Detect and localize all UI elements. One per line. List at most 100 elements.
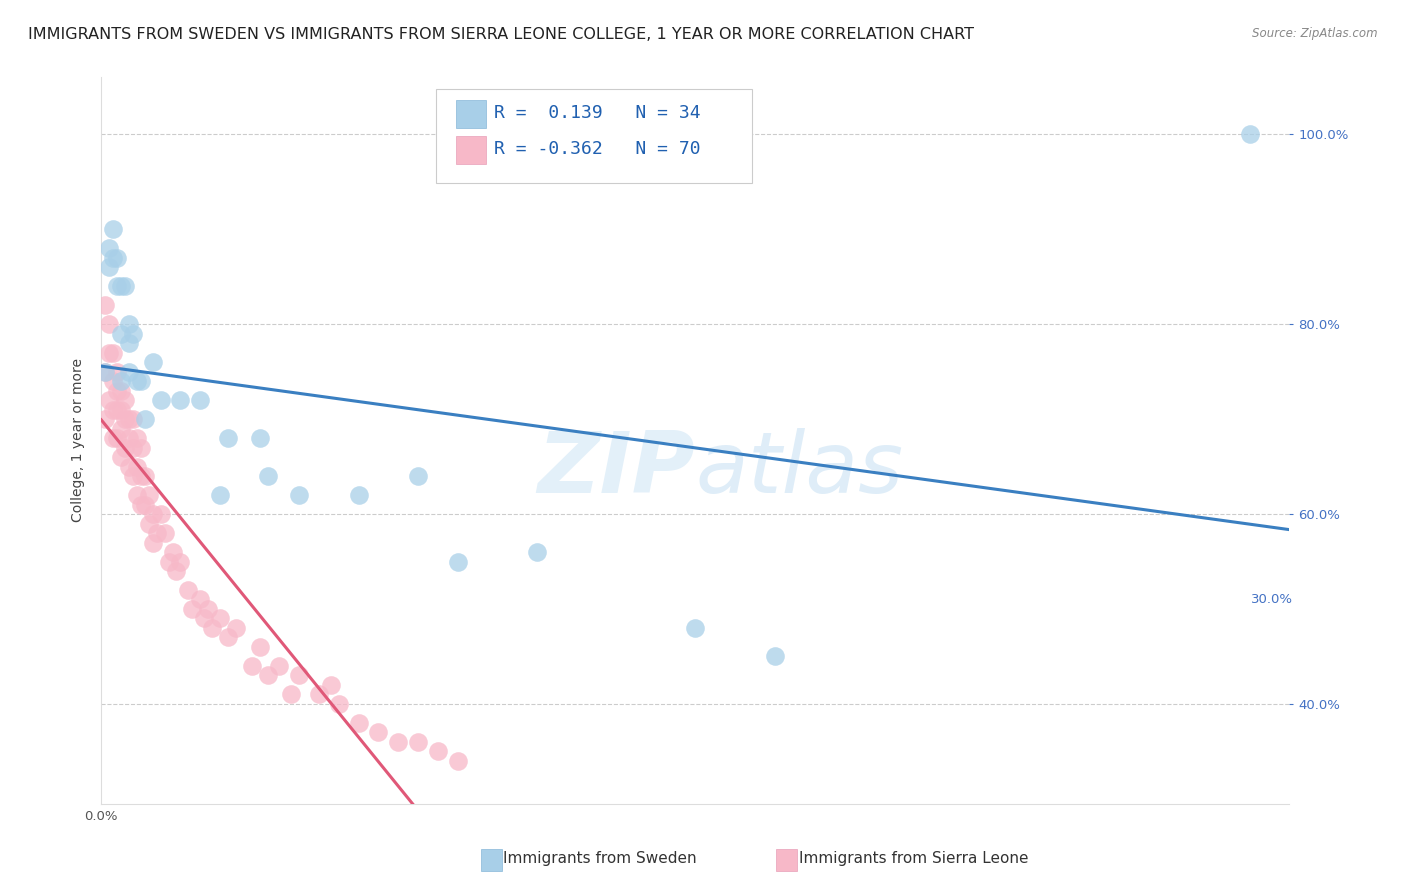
Point	[169, 393, 191, 408]
Point	[98, 345, 121, 359]
Point	[157, 554, 180, 568]
Point	[347, 488, 370, 502]
Point	[138, 488, 160, 502]
Point	[98, 260, 121, 275]
Point	[101, 431, 124, 445]
Point	[118, 365, 141, 379]
Point	[94, 365, 117, 379]
Point	[162, 545, 184, 559]
Point	[166, 564, 188, 578]
Point	[208, 611, 231, 625]
Text: ZIP: ZIP	[537, 428, 696, 511]
Point	[142, 355, 165, 369]
Point	[101, 251, 124, 265]
Point	[101, 222, 124, 236]
Text: Source: ZipAtlas.com: Source: ZipAtlas.com	[1253, 27, 1378, 40]
Point	[125, 459, 148, 474]
Point	[169, 554, 191, 568]
Point	[256, 469, 278, 483]
Point	[129, 469, 152, 483]
Point	[197, 602, 219, 616]
Point	[526, 545, 548, 559]
Point	[101, 402, 124, 417]
Point	[122, 441, 145, 455]
Point	[193, 611, 215, 625]
Point	[105, 279, 128, 293]
Point	[110, 422, 132, 436]
Point	[447, 754, 470, 768]
Point	[101, 345, 124, 359]
Text: R = -0.362   N = 70: R = -0.362 N = 70	[494, 140, 700, 158]
Text: R =  0.139   N = 34: R = 0.139 N = 34	[494, 104, 700, 122]
Text: 30.0%: 30.0%	[1251, 593, 1294, 606]
Point	[149, 507, 172, 521]
Point	[110, 374, 132, 388]
Point	[105, 402, 128, 417]
Point	[134, 469, 156, 483]
Point	[181, 602, 204, 616]
Point	[110, 402, 132, 417]
Point	[145, 526, 167, 541]
Point	[118, 431, 141, 445]
Point	[94, 298, 117, 312]
Point	[347, 715, 370, 730]
Point	[328, 697, 350, 711]
Point	[319, 678, 342, 692]
Point	[122, 412, 145, 426]
Text: atlas: atlas	[696, 428, 903, 511]
Point	[208, 488, 231, 502]
Point	[188, 393, 211, 408]
Point	[118, 459, 141, 474]
Point	[1239, 128, 1261, 142]
Point	[288, 668, 311, 682]
Point	[110, 384, 132, 398]
Point	[387, 735, 409, 749]
Point	[110, 279, 132, 293]
Point	[94, 365, 117, 379]
Point	[98, 393, 121, 408]
Point	[114, 441, 136, 455]
Point	[142, 507, 165, 521]
Text: Immigrants from Sweden: Immigrants from Sweden	[503, 851, 697, 865]
Point	[763, 649, 786, 664]
Point	[114, 412, 136, 426]
Point	[240, 659, 263, 673]
Point	[288, 488, 311, 502]
Point	[177, 582, 200, 597]
Point	[201, 621, 224, 635]
Point	[256, 668, 278, 682]
Point	[134, 498, 156, 512]
Point	[118, 336, 141, 351]
Point	[105, 251, 128, 265]
Point	[122, 326, 145, 341]
Point	[217, 631, 239, 645]
Point	[125, 431, 148, 445]
Point	[114, 393, 136, 408]
Point	[138, 516, 160, 531]
Point	[367, 725, 389, 739]
Point	[685, 621, 707, 635]
Point	[149, 393, 172, 408]
Point	[98, 317, 121, 331]
Point	[406, 735, 429, 749]
Point	[118, 412, 141, 426]
Point	[188, 592, 211, 607]
Point	[447, 554, 470, 568]
Point	[249, 431, 271, 445]
Point	[142, 535, 165, 549]
Point	[225, 621, 247, 635]
Point	[98, 241, 121, 255]
Point	[110, 450, 132, 464]
Point	[308, 687, 330, 701]
Point	[125, 374, 148, 388]
Point	[249, 640, 271, 654]
Point	[280, 687, 302, 701]
Point	[105, 431, 128, 445]
Point	[217, 431, 239, 445]
Point	[134, 412, 156, 426]
Point	[426, 744, 449, 758]
Point	[129, 498, 152, 512]
Point	[94, 412, 117, 426]
Point	[101, 374, 124, 388]
Text: IMMIGRANTS FROM SWEDEN VS IMMIGRANTS FROM SIERRA LEONE COLLEGE, 1 YEAR OR MORE C: IMMIGRANTS FROM SWEDEN VS IMMIGRANTS FRO…	[28, 27, 974, 42]
